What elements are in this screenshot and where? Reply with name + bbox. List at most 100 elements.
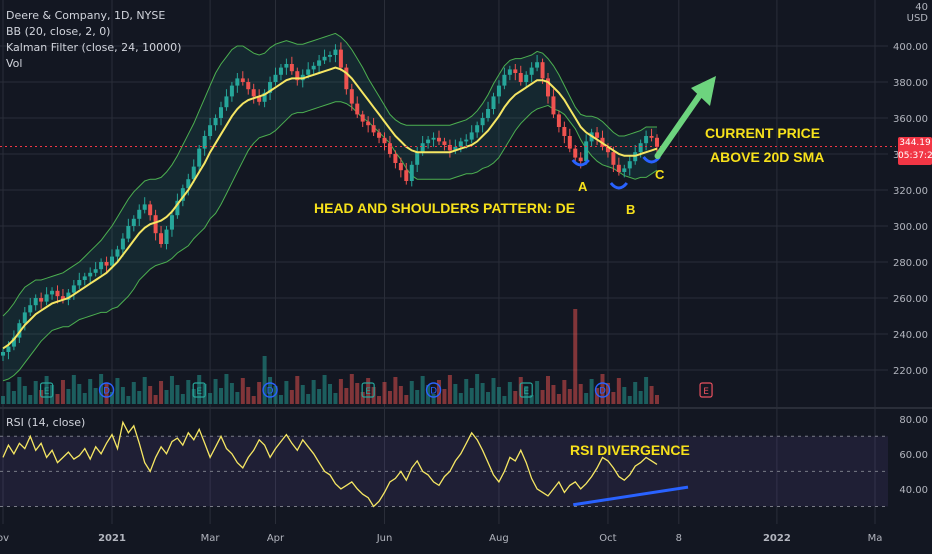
legend-bb[interactable]: BB (20, close, 2, 0): [6, 25, 111, 38]
annotation-current-price-line1: CURRENT PRICE: [705, 125, 820, 141]
volume-bar: [442, 389, 447, 404]
time-tick-label: 2022: [763, 533, 791, 544]
candle-body: [208, 125, 213, 136]
candle-body: [437, 137, 441, 142]
candle-body: [317, 60, 322, 66]
volume-bar: [556, 394, 561, 404]
time-tick-label: Apr: [267, 533, 285, 544]
volume-bar: [148, 386, 153, 404]
volume-bar: [404, 395, 409, 404]
candle-body: [268, 82, 273, 93]
volume-bar: [77, 384, 82, 404]
candle-body: [93, 269, 98, 273]
volume-bar: [278, 395, 283, 404]
time-tick-label: ov: [0, 533, 9, 544]
volume-bar: [246, 387, 251, 404]
volume-bar: [268, 377, 273, 404]
candle-body: [235, 78, 240, 86]
legend-symbol[interactable]: Deere & Company, 1D, NYSE: [6, 9, 166, 22]
legend-kalman[interactable]: Kalman Filter (close, 24, 10000): [6, 41, 182, 54]
volume-bar: [480, 383, 485, 404]
volume-bar: [1, 396, 5, 404]
volume-bar: [82, 393, 87, 404]
volume-bar: [562, 380, 567, 404]
candle-body: [404, 170, 409, 181]
price-tick-label: 360.00: [893, 114, 928, 125]
earnings-marker-label: E: [365, 387, 371, 397]
volume-bar: [540, 390, 545, 404]
time-tick-label: Ma: [868, 533, 883, 544]
volume-bar: [616, 378, 621, 404]
candle-body: [567, 136, 572, 149]
volume-bar: [295, 376, 300, 404]
volume-bar: [251, 396, 256, 404]
candle-body: [257, 96, 262, 102]
volume-bar: [496, 387, 501, 404]
dividend-marker-label: D: [103, 387, 110, 397]
candle-body: [284, 64, 289, 68]
candle-body: [295, 71, 300, 81]
annotation-current-price-line2: ABOVE 20D SMA: [710, 149, 824, 165]
legend-vol[interactable]: Vol: [6, 57, 23, 70]
price-tick-label: 300.00: [893, 222, 928, 233]
volume-bar: [333, 393, 338, 404]
earnings-marker: [39, 382, 54, 398]
candle-body: [562, 127, 567, 136]
volume-bar: [317, 389, 322, 404]
volume-bar: [431, 394, 436, 404]
volume-bar: [164, 390, 169, 404]
candle-body: [507, 69, 512, 75]
candle-body: [115, 249, 120, 257]
earnings-marker-label: E: [44, 387, 50, 397]
rsi-legend[interactable]: RSI (14, close): [6, 416, 86, 429]
volume-bar: [447, 375, 452, 404]
volume-bar: [328, 384, 332, 404]
volume-bar: [578, 384, 583, 404]
candle-body: [99, 262, 104, 270]
candle-body: [431, 137, 436, 140]
volume-bar: [360, 392, 365, 404]
trend-arrow-shaft: [654, 89, 705, 159]
volume-bar: [104, 383, 109, 404]
candle-body: [322, 56, 327, 61]
candle-body: [71, 285, 76, 293]
dividend-marker-label: D: [267, 387, 274, 397]
volume-bar: [529, 395, 534, 404]
candle-body: [491, 96, 496, 109]
candle-body: [311, 65, 316, 70]
candle-body: [44, 294, 49, 302]
annotation-label-c: C: [655, 167, 665, 182]
volume-bar: [115, 378, 120, 404]
candle-body: [159, 233, 164, 244]
candle-body: [338, 49, 343, 68]
price-tick-label: 400.00: [893, 42, 928, 53]
candle-body: [644, 136, 649, 144]
currency-label[interactable]: 40 USD: [907, 2, 928, 24]
candle-body: [469, 132, 474, 140]
time-tick-label: Aug: [489, 533, 509, 544]
volume-bar: [289, 390, 294, 404]
candle-body: [17, 323, 22, 338]
earnings-marker: [192, 382, 206, 398]
candle-body: [480, 118, 485, 126]
candle-body: [11, 337, 16, 347]
volume-bar: [415, 390, 420, 404]
pattern-arc: [609, 182, 629, 190]
volume-bar: [567, 389, 572, 404]
chart-legend: Deere & Company, 1D, NYSE BB (20, close,…: [6, 8, 181, 72]
candle-body: [513, 69, 518, 73]
candle-body: [39, 298, 44, 302]
current-price-value: 344.19: [899, 138, 931, 148]
candle-body: [1, 352, 5, 356]
candle-body: [409, 164, 414, 181]
pattern-arc: [571, 159, 590, 167]
candle-body: [110, 256, 114, 266]
candle-body: [213, 118, 218, 126]
volume-bar: [300, 385, 305, 404]
candle-body: [77, 280, 82, 286]
candle-body: [219, 107, 223, 118]
dividend-marker: [425, 382, 442, 398]
candle-body: [393, 154, 398, 163]
